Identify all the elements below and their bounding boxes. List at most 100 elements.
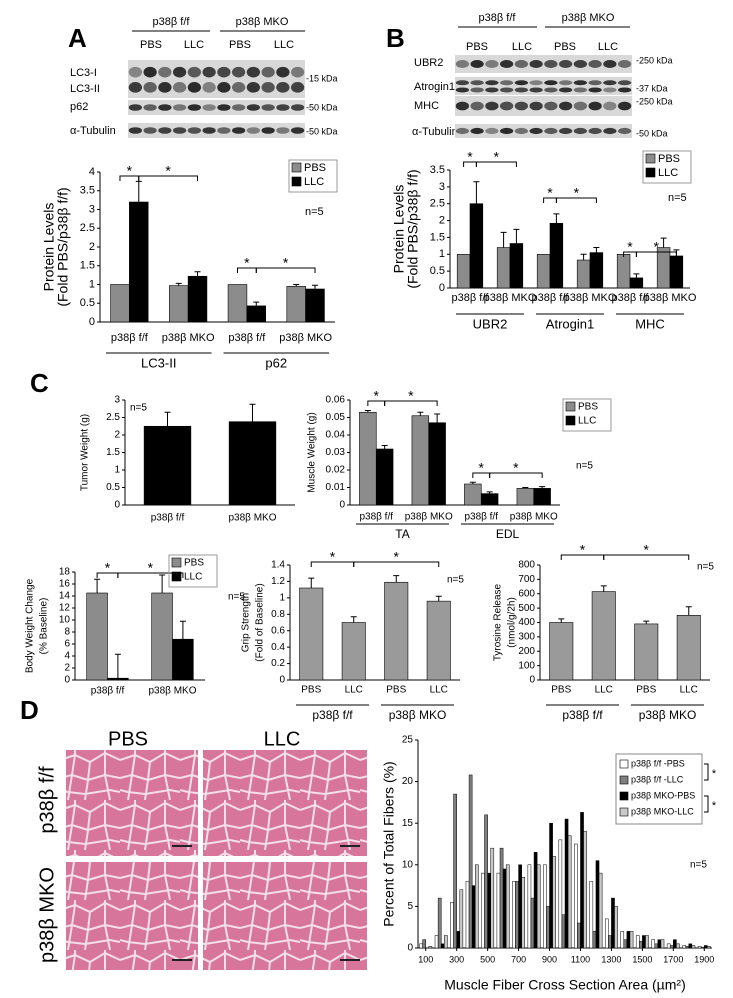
blot-band [246, 82, 261, 93]
legend-label: p38β MKO-LLC [631, 806, 694, 816]
blot-band [573, 87, 588, 93]
blot-genotype: p38β MKO [562, 12, 615, 24]
error-bar [159, 574, 166, 593]
significance-star: * [712, 800, 717, 812]
error-bar [417, 411, 424, 416]
histology-image [66, 862, 198, 970]
bar [561, 914, 566, 949]
significance-star: * [148, 560, 154, 576]
y-tick-label: 0 [114, 500, 120, 511]
bar [419, 943, 423, 949]
error-bar [580, 253, 587, 261]
y-tick-label: 3 [114, 395, 120, 406]
bar [359, 411, 377, 506]
blot-band [187, 127, 202, 134]
sample-size: n=5 [697, 562, 714, 573]
blot-treatment: PBS [140, 39, 162, 51]
blot-band [588, 87, 602, 93]
y-tick-label: 2 [114, 430, 120, 441]
significance-star: * [580, 542, 586, 558]
blot-band [544, 101, 558, 111]
error-bar [473, 181, 480, 204]
panel-label: A [68, 23, 87, 53]
bar [151, 592, 173, 681]
y-tick-label: 3.5 [430, 164, 445, 176]
blot-band [172, 127, 187, 134]
blot-strip [455, 77, 632, 95]
blot-strip [455, 124, 632, 138]
error-bar [486, 491, 493, 494]
y-tick-label: 0.5 [80, 297, 95, 309]
error-bar [593, 247, 600, 253]
y-axis-label: (Fold PBS/p38β f/f) [405, 169, 421, 288]
bar [228, 421, 277, 506]
x-tick-label: p38β MKO [405, 512, 453, 523]
blot-band [261, 66, 275, 78]
bar [437, 897, 442, 949]
bar [481, 872, 485, 949]
x-tick-label: p38β MKO [564, 292, 617, 304]
blot-treatment: LLC [512, 41, 532, 53]
bar [471, 885, 476, 949]
blot-band [514, 80, 529, 86]
group-label: TA [395, 527, 409, 541]
bar [434, 935, 439, 949]
blot-band [158, 127, 172, 134]
sample-size: n=5 [130, 403, 147, 414]
x-tick-label: 1900 [694, 954, 714, 964]
y-tick-label: 0 [89, 316, 95, 328]
panel-label: B [386, 23, 405, 53]
bar [645, 935, 649, 949]
blot-band [588, 127, 602, 135]
blot-treatment: LLC [184, 39, 204, 51]
y-axis-label: Muscle Weight (g) [307, 412, 318, 492]
y-tick-label: 0.01 [326, 482, 346, 493]
y-tick-label: 3 [89, 203, 95, 215]
bar [591, 591, 616, 681]
bar [428, 422, 446, 506]
legend-swatch [565, 415, 576, 426]
blot-marker: -250 kDa [636, 96, 673, 106]
legend-swatch [565, 401, 576, 412]
x-tick-label: p38β MKO [162, 332, 215, 344]
legend-label: LLC [184, 572, 202, 583]
bar [549, 822, 553, 949]
y-tick-label: 10 [59, 615, 71, 626]
blot-marker: -250 kDa [636, 55, 673, 65]
blot-band [455, 101, 470, 111]
bar [660, 939, 665, 949]
blot-treatment: PBS [466, 41, 488, 53]
histology-row: p38β f/f [36, 766, 58, 834]
blot-band [617, 60, 632, 68]
blot-band [603, 80, 617, 86]
bar [533, 488, 551, 506]
blot-band [485, 80, 499, 86]
legend-label: p38β f/f -LLC [631, 774, 684, 784]
significance-bracket [704, 795, 709, 813]
bar [536, 253, 551, 289]
y-tick-label: 0.6 [271, 625, 285, 636]
error-bar [164, 411, 171, 427]
y-axis-label: Body Weight Change [25, 578, 36, 673]
y-tick-label: 0 [339, 500, 345, 511]
x-tick-label: 700 [511, 954, 526, 964]
bar [465, 881, 470, 949]
sample-size: n=5 [576, 461, 593, 472]
blot-band [158, 104, 172, 111]
group-label: MHC [635, 316, 665, 331]
blot-row-label: p62 [70, 101, 88, 113]
blot-band [588, 80, 602, 86]
y-tick-label: 2 [64, 663, 70, 674]
group-label: p38β MKO [389, 708, 447, 722]
blot-band [143, 104, 157, 111]
blot-row-label: α-Tubulin [412, 126, 458, 138]
legend-box [615, 753, 703, 825]
bar [484, 814, 488, 949]
blot-band [246, 104, 261, 111]
bar [589, 252, 604, 289]
y-tick-label: 16 [59, 579, 71, 590]
sample-size: n=5 [228, 592, 245, 603]
bar [496, 872, 501, 949]
bar [143, 425, 192, 506]
legend-swatch [619, 775, 629, 785]
